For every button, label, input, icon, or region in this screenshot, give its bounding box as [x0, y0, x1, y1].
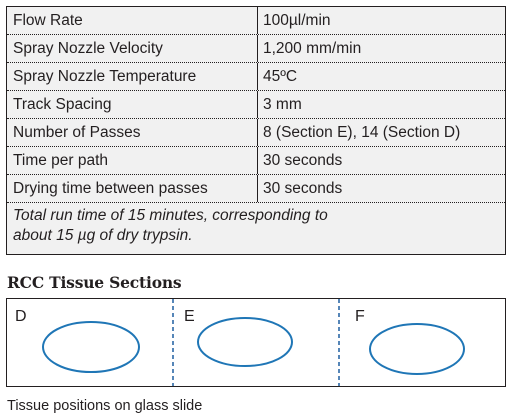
run-time-note: Total run time of 15 minutes, correspond…: [7, 203, 505, 246]
section-label-d: D: [15, 308, 27, 325]
parameter-value: 45ºC: [263, 68, 298, 85]
parameter-name: Time per path: [7, 147, 258, 174]
section-title: RCC Tissue Sections: [7, 273, 182, 292]
table-row: Spray Nozzle Temperature 45ºC: [7, 63, 505, 91]
parameter-value: 30 seconds: [263, 180, 343, 197]
parameter-value: 1,200 mm/min: [263, 40, 362, 57]
note-line: about 15 µg of dry trypsin.: [13, 227, 193, 244]
table-row: Track Spacing 3 mm: [7, 91, 505, 119]
parameter-value: 3 mm: [263, 96, 302, 113]
glass-slide-diagram: D E F: [6, 298, 506, 387]
parameter-name: Track Spacing: [7, 91, 258, 118]
parameter-name: Drying time between passes: [7, 175, 258, 202]
parameter-name: Number of Passes: [7, 119, 258, 146]
tissue-section-f: [369, 323, 465, 375]
parameter-name: Flow Rate: [7, 7, 258, 34]
tissue-section-d: [42, 321, 140, 373]
slide-drawing: [42, 299, 465, 386]
parameter-value: 8 (Section E), 14 (Section D): [263, 124, 461, 141]
figure-caption: Tissue positions on glass slide: [7, 398, 203, 414]
tissue-section-e: [197, 317, 293, 367]
table-row: Drying time between passes 30 seconds: [7, 175, 505, 203]
parameter-table: Flow Rate 100µl/min Spray Nozzle Velocit…: [6, 6, 506, 255]
parameter-value: 30 seconds: [263, 152, 343, 169]
parameter-value: 100µl/min: [263, 12, 331, 29]
parameter-name: Spray Nozzle Velocity: [7, 35, 258, 62]
note-line: Total run time of 15 minutes, correspond…: [13, 207, 328, 224]
table-row: Flow Rate 100µl/min: [7, 7, 505, 35]
section-label-e: E: [184, 308, 195, 325]
table-row: Spray Nozzle Velocity 1,200 mm/min: [7, 35, 505, 63]
table-row: Time per path 30 seconds: [7, 147, 505, 175]
table-row: Number of Passes 8 (Section E), 14 (Sect…: [7, 119, 505, 147]
parameter-name: Spray Nozzle Temperature: [7, 63, 258, 90]
section-label-f: F: [355, 308, 365, 325]
